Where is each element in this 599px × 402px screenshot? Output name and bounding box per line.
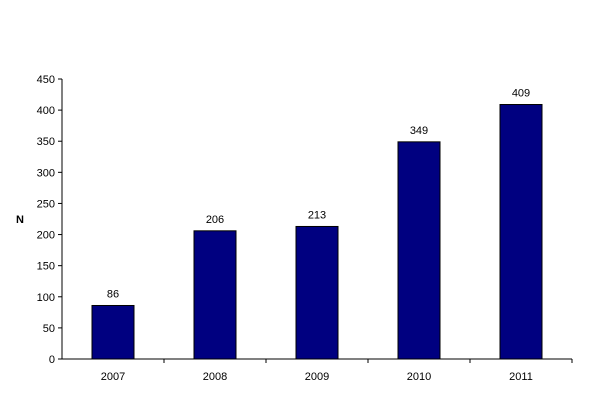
bar-2007 — [91, 304, 135, 360]
y-tick-label: 400 — [37, 105, 55, 117]
x-tick-label: 2010 — [407, 371, 431, 383]
bar-2010 — [397, 141, 441, 360]
x-axis-ticks: 2007 2008 2009 2010 2011 — [101, 359, 573, 383]
bar-2011 — [499, 104, 543, 360]
y-tick-label: 250 — [37, 198, 55, 210]
data-label: 349 — [410, 125, 428, 137]
y-tick-label: 100 — [37, 292, 55, 304]
y-tick-label: 350 — [37, 136, 55, 148]
y-tick-label: 200 — [37, 230, 55, 242]
bar-2008 — [193, 230, 237, 360]
y-axis-label: N — [16, 214, 24, 226]
bar-2009 — [295, 225, 339, 360]
data-label: 213 — [308, 209, 326, 221]
x-tick-label: 2011 — [509, 371, 533, 383]
x-tick-label: 2007 — [101, 371, 125, 383]
data-label: 409 — [512, 88, 530, 100]
bars — [91, 104, 543, 360]
data-labels: 86 206 213 349 409 — [107, 88, 530, 301]
y-tick-label: 50 — [43, 323, 55, 335]
y-tick-label: 450 — [37, 74, 55, 86]
x-tick-label: 2009 — [305, 371, 329, 383]
y-tick-label: 150 — [37, 261, 55, 273]
y-tick-label: 0 — [49, 354, 55, 366]
y-tick-label: 300 — [37, 167, 55, 179]
x-tick-label: 2008 — [203, 371, 227, 383]
y-axis-ticks: 0 50 100 150 200 250 300 350 400 450 — [37, 74, 62, 366]
data-label: 86 — [107, 288, 119, 300]
data-label: 206 — [206, 214, 224, 226]
